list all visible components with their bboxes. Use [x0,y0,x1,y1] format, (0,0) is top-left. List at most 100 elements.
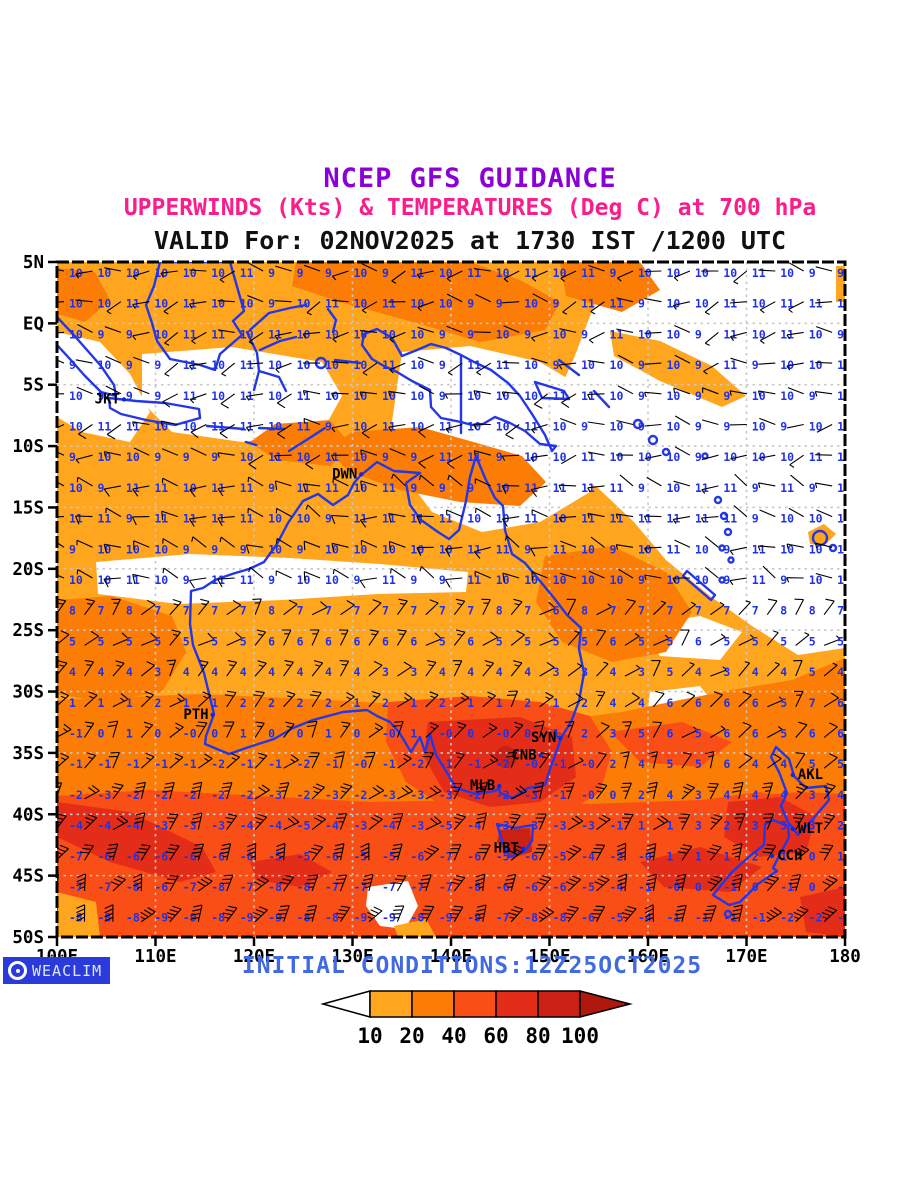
temperature-value: -0 [666,880,680,894]
temperature-value: 4 [780,665,787,679]
temperature-value: 4 [780,757,787,771]
wind-barb [453,721,467,738]
wind-obs-point: 11 [302,481,339,495]
wind-barb [217,485,235,497]
wind-barb [793,813,805,830]
wind-barb [476,781,488,800]
wind-obs-point: 11 [418,420,453,438]
wind-obs-point: 2 [620,782,645,802]
wind-barb [564,720,575,738]
wind-barb [419,565,435,579]
wind-barb [57,269,65,272]
city-label: JKT [95,391,120,407]
wind-obs-point: 7 [710,601,730,618]
wind-obs-point: 8 [481,598,503,618]
temperature-value: 5 [240,634,247,648]
city-dot [769,853,775,859]
temperature-value: -4 [382,819,396,833]
temperature-value: 4 [240,665,247,679]
temperature-value: 3 [410,665,417,679]
wind-obs-point: 6 [652,690,673,710]
temperature-value: 5 [752,634,759,648]
wind-obs-point: 11 [643,512,680,526]
wind-obs-point: 9 [701,419,730,434]
wind-obs-point: 11 [789,450,823,468]
wind-obs-point: 11 [701,481,737,495]
temperature-value: 10 [354,542,368,556]
wind-barb [730,454,747,460]
wind-obs-point: 7 [140,599,161,618]
temperature-value: 10 [97,266,111,280]
wind-barb [681,783,695,800]
temperature-value: 2 [752,849,759,863]
island-dot [723,527,733,537]
wind-obs-point: 10 [331,542,368,556]
wind-barb [673,480,691,487]
wind-obs-point: 4 [762,782,787,802]
wind-barb [309,690,322,708]
temperature-value: 1 [780,849,787,863]
wind-barb [169,722,184,738]
wind-barb [738,661,751,677]
wind-obs-point: 2 [710,813,730,833]
coastlines [57,262,838,919]
wind-barb [702,905,717,922]
y-axis-label: 15S [12,498,44,518]
wind-barb [223,721,235,738]
wind-barb [446,509,463,518]
wind-obs-point: 3 [710,665,730,679]
temperature-value: 10 [211,297,225,311]
wind-obs-point: 4 [197,660,218,679]
wind-obs-point: 6 [823,722,844,741]
wind-obs-point: 9 [133,356,161,372]
wind-barb [278,782,290,800]
wind-barb [707,782,719,800]
wind-barb [474,570,492,579]
wind-barb [368,722,384,738]
temperature-value: 10 [382,327,396,341]
temperature-value: 10 [752,420,766,434]
wind-obs-point: 3 [678,813,702,833]
wind-barb [188,577,207,589]
maluku-islands [326,307,362,365]
wind-barb [564,905,579,923]
wind-obs-point: 11 [391,266,424,284]
temperature-value: 9 [467,297,474,311]
wind-barb [189,485,207,498]
wind-obs-point: -7 [419,874,453,894]
temperature-value: 9 [809,389,816,403]
wind-barb [221,362,236,377]
wind-barb [334,874,348,892]
temperature-value: -5 [496,849,510,863]
wind-obs-point: 11 [644,542,680,556]
temperature-value: 5 [496,634,503,648]
wind-barb [759,331,776,344]
wind-obs-point: 11 [560,266,595,282]
wind-obs-point: 9 [418,474,446,495]
temperature-value: 8 [126,604,133,618]
wind-barb [766,598,778,616]
temperature-value: -2 [809,911,823,925]
temperature-value: 10 [69,420,83,434]
wind-barb [162,538,179,548]
wind-obs-point: 10 [501,389,538,403]
wind-obs-point: 10 [701,266,737,280]
wind-obs-point: -9 [336,905,367,925]
temperature-value: 10 [524,358,538,372]
wind-obs-point: 11 [588,327,623,344]
temperature-value: -2 [183,788,197,802]
wind-obs-point: -2 [340,783,367,802]
wind-obs-point: 10 [389,327,424,343]
temp-fill [836,266,845,302]
wind-barb [303,571,321,581]
wind-barb [361,263,378,272]
temperature-value: -6 [524,880,538,894]
wind-barb [620,782,632,800]
wind-barb [57,393,65,395]
wind-barb [389,362,406,374]
wind-barb [277,424,292,439]
wind-barb [590,301,605,315]
island-dot [713,495,723,505]
wind-barb [766,753,782,769]
wind-obs-point: 0 [254,721,275,741]
